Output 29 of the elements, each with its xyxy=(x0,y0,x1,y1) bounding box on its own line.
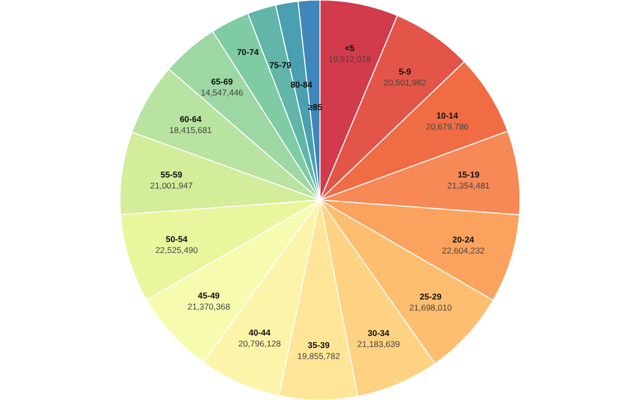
data-label: 21,698,010 xyxy=(409,302,452,312)
data-label: 19,912,018 xyxy=(328,54,372,64)
slice-label: 65-69 xyxy=(211,76,234,86)
slice-label: 25-29 xyxy=(420,291,442,302)
data-label: 20,501,982 xyxy=(384,77,426,88)
slice-label: 15-19 xyxy=(458,169,480,180)
slice-label: 40-44 xyxy=(248,327,271,338)
slice-label: 5-9 xyxy=(398,66,412,76)
slice-label: 55-59 xyxy=(160,170,183,180)
data-label: 20,679,786 xyxy=(426,122,469,132)
slice-label: 35-39 xyxy=(308,340,330,350)
data-label: 20,796,128 xyxy=(238,338,282,348)
data-label: 14,547,446 xyxy=(200,87,244,98)
data-label: 21,183,639 xyxy=(357,339,400,350)
slice-label: 60-64 xyxy=(180,114,202,124)
slice-label: 45-49 xyxy=(198,290,220,301)
data-label: 22,525,490 xyxy=(155,244,198,255)
data-label: 18,415,681 xyxy=(169,125,212,136)
data-label: 19,855,782 xyxy=(297,350,340,361)
data-label: 21,370,368 xyxy=(188,302,230,312)
data-label: 22,604,232 xyxy=(442,245,485,256)
slice-label: 50-54 xyxy=(166,234,188,244)
slice-label: 20-24 xyxy=(452,234,474,244)
slice-label: 70-74 xyxy=(236,47,259,58)
slice-label: 10-14 xyxy=(436,110,458,121)
data-label: 21,354,481 xyxy=(447,180,490,190)
slice-label: <5 xyxy=(344,42,355,53)
data-label: 21,001,947 xyxy=(150,180,193,191)
slice-label: 30-34 xyxy=(368,328,390,338)
